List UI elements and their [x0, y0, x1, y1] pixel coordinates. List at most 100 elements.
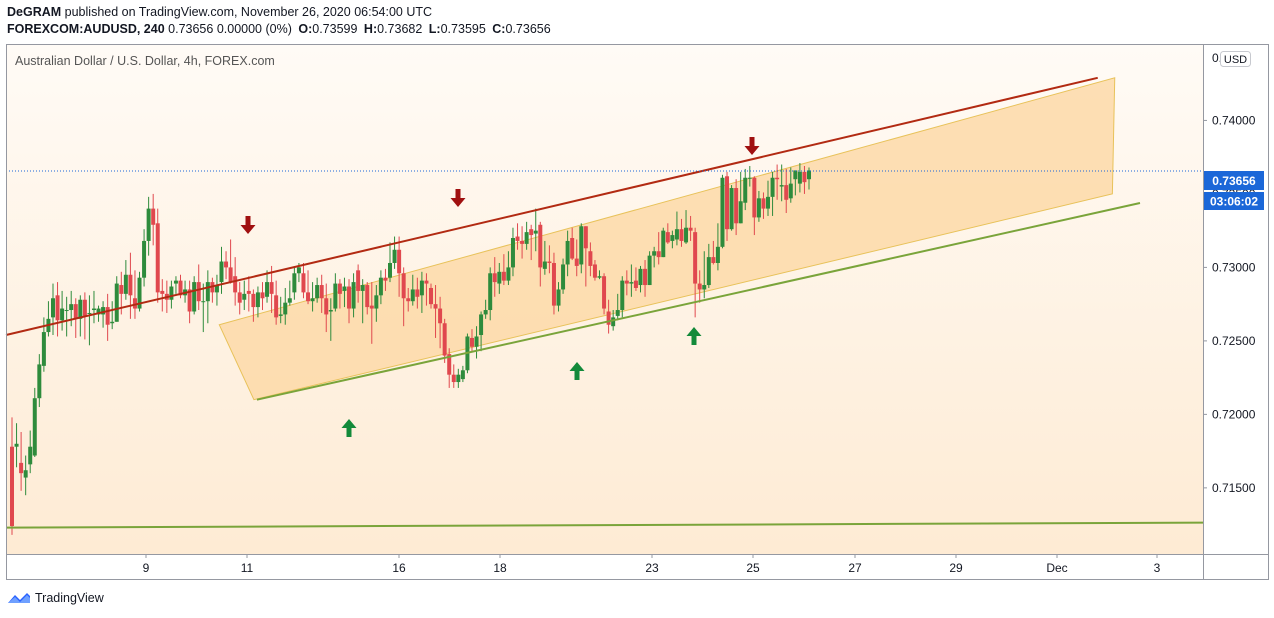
candle-body	[620, 280, 625, 311]
time-axis-area[interactable]	[6, 554, 1203, 580]
close-value: 0.73656	[505, 22, 551, 36]
candle-body	[684, 227, 689, 243]
currency-badge-label: USD	[1224, 54, 1247, 66]
candle-body	[756, 198, 761, 218]
y-tick-label: 0.71500	[1212, 481, 1256, 495]
down-arrow-icon	[240, 216, 256, 234]
candle-body	[128, 274, 133, 296]
candle-body	[643, 268, 648, 286]
candle-body	[187, 289, 192, 312]
candle-body	[743, 177, 748, 203]
candle-body	[428, 287, 433, 305]
price-axis-area[interactable]	[1203, 44, 1269, 580]
candle-body	[319, 285, 324, 299]
candle-body	[19, 462, 24, 474]
y-tick-label: 0.73000	[1212, 260, 1256, 274]
candle-body	[529, 229, 534, 236]
candle-body	[292, 273, 297, 293]
time-axis: 9 11 16 18 23 25 27 29 Dec 3	[143, 554, 1161, 575]
arrows-layer	[240, 137, 760, 437]
up-arrow-icon	[569, 362, 585, 380]
x-tick-label: 27	[848, 561, 862, 575]
candle-body	[520, 240, 525, 244]
candle-body	[802, 171, 807, 183]
candle-body	[274, 295, 279, 318]
candle-body	[365, 285, 370, 308]
candle-body	[565, 240, 570, 265]
candle-body	[55, 295, 60, 321]
candle-body	[583, 226, 588, 249]
candle-body	[123, 274, 128, 294]
candle-body	[351, 282, 356, 309]
candle-body	[233, 276, 238, 293]
candle-body	[196, 282, 201, 302]
candle-body	[501, 271, 506, 281]
symbol-label: FOREXCOM:AUDUSD, 240	[7, 22, 165, 36]
countdown-tag	[1204, 192, 1264, 210]
open-label: O:	[298, 22, 313, 36]
x-tick-label: 16	[392, 561, 406, 575]
candle-body	[524, 232, 529, 244]
candle-body	[488, 273, 493, 311]
candle-body	[438, 308, 443, 324]
candle-body	[82, 299, 87, 316]
candle-body	[374, 295, 379, 309]
candle-body	[69, 304, 74, 311]
candle-body	[28, 446, 33, 465]
candle-body	[383, 277, 388, 281]
author-name: DeGRAM	[7, 5, 62, 19]
candle-body	[770, 177, 775, 197]
candle-body	[388, 262, 393, 278]
last-values: 0.73656 0.00000 (0%)	[168, 22, 292, 36]
candle-body	[693, 232, 698, 284]
candle-body	[114, 283, 119, 322]
candle-body	[447, 354, 452, 375]
candle-body	[265, 282, 270, 297]
candle-body	[91, 308, 96, 311]
candle-body	[533, 230, 538, 234]
candle-body	[752, 177, 757, 218]
candle-body	[105, 307, 110, 325]
high-value: 0.73682	[377, 22, 423, 36]
candle-body	[78, 299, 83, 319]
candle-body	[310, 298, 315, 302]
candle-body	[37, 364, 42, 399]
candle-body	[178, 280, 183, 296]
candle-body	[60, 308, 65, 321]
low-value: 0.73595	[440, 22, 486, 36]
candle-body	[401, 273, 406, 299]
candle-body	[169, 286, 174, 300]
price-axis: 0.715000.720000.725000.730000.735000.740…	[1203, 51, 1256, 495]
candle-body	[747, 177, 752, 179]
candle-body	[369, 305, 374, 309]
candle-body	[14, 443, 19, 447]
candle-body	[424, 280, 429, 284]
candle-body	[160, 290, 165, 294]
candle-body	[515, 236, 520, 241]
candle-body	[324, 298, 329, 315]
candle-body	[561, 264, 566, 290]
candle-body	[255, 292, 260, 308]
candle-body	[497, 271, 502, 284]
candle-body	[779, 185, 784, 187]
candle-body	[715, 246, 720, 263]
y-tick-label: 0.72000	[1212, 407, 1256, 421]
support-line	[256, 202, 1141, 401]
candle-body	[766, 196, 771, 209]
candle-body	[761, 198, 766, 209]
candle-body	[670, 235, 675, 241]
candle-body	[419, 280, 424, 296]
candle-body	[337, 283, 342, 294]
candle-body	[688, 227, 693, 231]
candle-body	[606, 311, 611, 325]
candle-body	[720, 177, 725, 247]
candle-body	[251, 293, 256, 308]
candle-body	[706, 257, 711, 286]
candle-body	[793, 170, 798, 180]
y-tick-label-partial: 0.	[1212, 51, 1222, 65]
candle-body	[579, 226, 584, 265]
candle-body	[96, 308, 101, 315]
tradingview-branding[interactable]: TradingView	[7, 591, 104, 605]
currency-badge[interactable]	[1220, 51, 1251, 67]
